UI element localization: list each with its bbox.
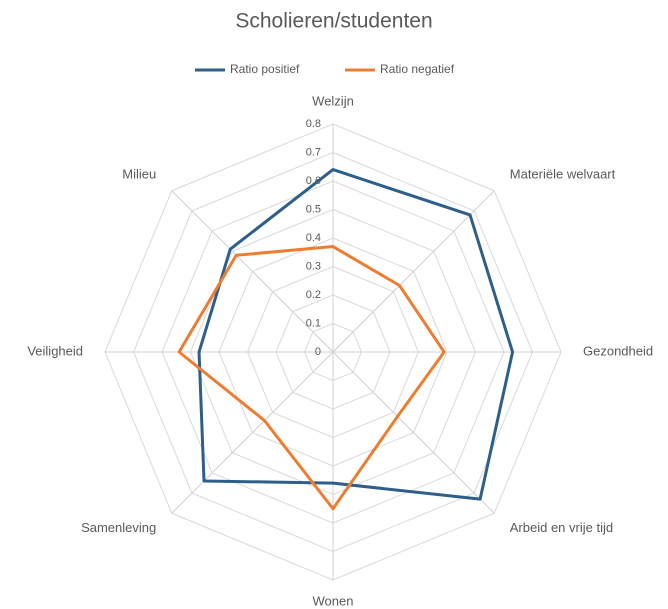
legend-label: Ratio positief (230, 62, 300, 76)
category-label: Milieu (122, 167, 156, 182)
tick-label: 0.7 (306, 146, 321, 158)
tick-label: 0.6 (306, 175, 321, 187)
category-label: Materiële welvaart (510, 167, 616, 182)
tick-label: 0.1 (306, 317, 321, 329)
spoke (171, 190, 334, 353)
tick-label: 0.5 (306, 203, 321, 215)
category-label: Welzijn (312, 93, 354, 108)
tick-label: 0.2 (306, 289, 321, 301)
category-label: Arbeid en vrije tijd (510, 520, 613, 535)
spoke (171, 351, 334, 514)
tick-label: 0.4 (306, 232, 321, 244)
tick-label: 0.8 (306, 118, 321, 130)
category-label: Veiligheid (27, 343, 83, 358)
chart-title: Scholieren/studenten (235, 10, 432, 33)
tick-label: 0 (315, 346, 321, 358)
tick-label: 0.3 (306, 260, 321, 272)
spoke (332, 351, 495, 514)
category-label: Gezondheid (583, 343, 653, 358)
category-label: Samenleving (81, 520, 156, 535)
legend-label: Ratio negatief (380, 62, 455, 76)
spoke (332, 190, 495, 353)
series-line (177, 245, 446, 511)
category-label: Wonen (313, 593, 354, 608)
